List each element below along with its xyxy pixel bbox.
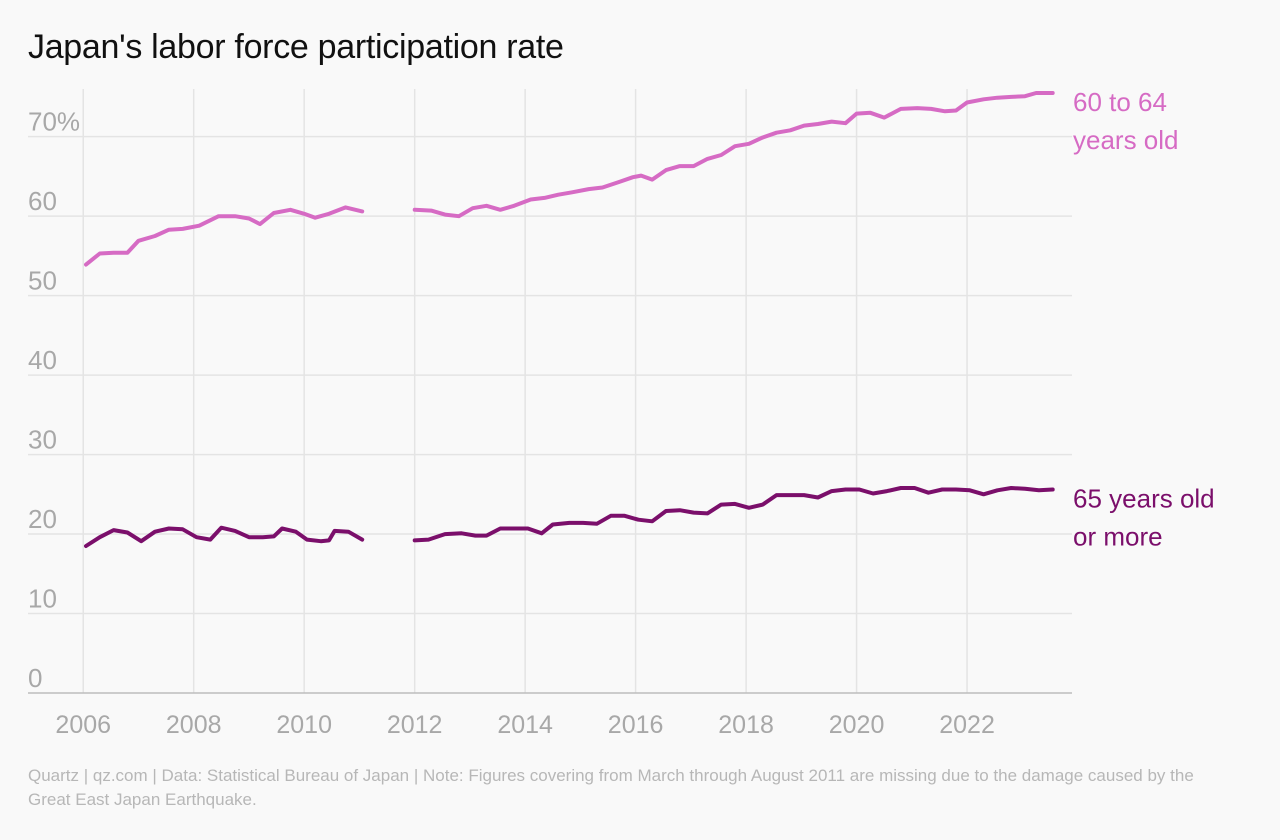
series-line <box>412 91 1055 219</box>
x-tick-label: 2014 <box>497 711 553 739</box>
y-tick-label: 60 <box>28 186 57 216</box>
series-label-line: or more <box>1073 522 1163 552</box>
series-label-line: 60 to 64 <box>1073 87 1167 117</box>
series <box>84 91 1055 548</box>
y-tick-label: 10 <box>28 584 57 614</box>
x-tick-label: 2018 <box>718 711 774 739</box>
line-chart: 0 10 20 30 40 50 60 70% 2006 2008 2010 2012 2014 2016… <box>28 87 1215 739</box>
x-tick-label: 2022 <box>939 711 995 739</box>
series-line <box>84 205 365 267</box>
y-tick-label: 70% <box>28 107 80 137</box>
grid <box>28 89 1072 693</box>
tick-labels: 0 10 20 30 40 50 60 70% 2006 2008 2010 2012 2014 2016… <box>28 107 995 739</box>
source-note: Quartz | qz.com | Data: Statistical Bure… <box>28 766 1194 809</box>
chart-title: Japan's labor force participation rate <box>28 28 564 66</box>
x-tick-label: 2008 <box>166 711 222 739</box>
series-label-line: years old <box>1073 125 1179 155</box>
y-tick-label: 40 <box>28 345 57 375</box>
series-labels: 60 to 64 years old 65 years old or more <box>1073 87 1215 552</box>
series-line <box>412 486 1055 543</box>
series-label: 65 years old or more <box>1073 484 1215 552</box>
x-tick-label: 2010 <box>276 711 332 739</box>
y-tick-label: 20 <box>28 504 57 534</box>
y-tick-label: 50 <box>28 266 57 296</box>
x-tick-label: 2006 <box>55 711 111 739</box>
x-tick-label: 2016 <box>608 711 664 739</box>
series-label: 60 to 64 years old <box>1073 87 1179 155</box>
x-tick-label: 2020 <box>829 711 885 739</box>
x-tick-label: 2012 <box>387 711 443 739</box>
series-line <box>84 525 365 548</box>
series-label-line: 65 years old <box>1073 484 1215 514</box>
y-tick-label: 0 <box>28 663 42 693</box>
y-tick-label: 30 <box>28 425 57 455</box>
